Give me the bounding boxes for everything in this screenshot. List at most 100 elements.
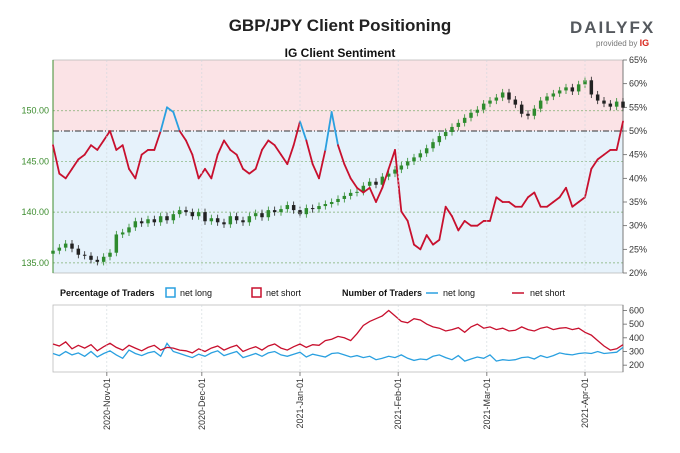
candle-body bbox=[570, 87, 575, 92]
candle-body bbox=[545, 96, 549, 101]
pct-tick-label: 55% bbox=[629, 102, 647, 112]
candle-body bbox=[196, 212, 201, 217]
sentiment-line-segment bbox=[349, 177, 358, 189]
sentiment-line-segment bbox=[77, 153, 86, 161]
pct-tick-label: 35% bbox=[629, 197, 647, 207]
legend: Percentage of Traders net long net short… bbox=[60, 287, 566, 298]
sentiment-line-segment bbox=[413, 243, 422, 251]
candle-body bbox=[279, 209, 283, 213]
candle-body bbox=[450, 126, 454, 133]
sentiment-line-segment bbox=[134, 153, 143, 180]
logo-wordmark: DAILYFX bbox=[570, 18, 670, 38]
sentiment-line-segment bbox=[406, 220, 415, 246]
main-panel: 135.00 140.00 145.00 150.00 20% 25% 30% 35% 40% 4… bbox=[21, 55, 647, 278]
sentiment-line-segment bbox=[419, 234, 428, 251]
sentiment-line-segment bbox=[280, 153, 289, 166]
candle-body bbox=[89, 255, 93, 260]
candle-body bbox=[51, 250, 55, 254]
sentiment-line-segment bbox=[115, 144, 124, 151]
sentiment-line-segment bbox=[324, 111, 333, 151]
sentiment-line-segment bbox=[71, 158, 80, 170]
pct-tick-label: 25% bbox=[629, 244, 647, 254]
sentiment-line-segment bbox=[463, 220, 472, 227]
sentiment-line-segment bbox=[552, 196, 561, 203]
legend-pct-label: Percentage of Traders bbox=[60, 288, 155, 298]
sentiment-line-segment bbox=[615, 120, 624, 151]
sentiment-line-segment bbox=[292, 120, 301, 147]
sentiment-line-segment bbox=[451, 215, 460, 232]
sentiment-line-segment bbox=[311, 163, 320, 180]
sentiment-line-segment bbox=[166, 106, 175, 113]
sentiment-line-segment bbox=[381, 167, 390, 189]
legend-num-label: Number of Traders bbox=[342, 288, 422, 298]
candle-body bbox=[374, 181, 378, 185]
candle-body bbox=[177, 210, 182, 215]
sentiment-line-segment bbox=[128, 167, 137, 180]
logo-text: DAILYFX bbox=[570, 18, 656, 37]
legend-pct-long-label: net long bbox=[180, 288, 212, 298]
candle-body bbox=[507, 92, 511, 100]
sentiment-line-segment bbox=[64, 167, 73, 180]
candle-body bbox=[488, 100, 492, 104]
sentiment-line-segment bbox=[299, 120, 308, 142]
pct-tick-label: 40% bbox=[629, 173, 647, 183]
candle-body bbox=[165, 216, 169, 221]
num-tick-label: 300 bbox=[629, 346, 644, 356]
x-tick-label: 2020-Nov-01 bbox=[102, 378, 112, 430]
price-tick-label: 140.00 bbox=[21, 207, 49, 217]
candle-body bbox=[342, 195, 347, 199]
candle-body bbox=[203, 212, 207, 222]
candle-body bbox=[222, 222, 226, 225]
sentiment-line-segment bbox=[368, 186, 377, 203]
pct-tick-label: 60% bbox=[629, 79, 647, 89]
sentiment-line-segment bbox=[178, 130, 187, 142]
sentiment-line-segment bbox=[318, 149, 327, 180]
logo-provided-by: provided by IG bbox=[596, 38, 650, 48]
candle-body bbox=[583, 80, 587, 85]
candle-body bbox=[367, 181, 372, 186]
pct-tick-label: 65% bbox=[629, 55, 647, 65]
candle-body bbox=[272, 210, 277, 213]
candle-body bbox=[336, 198, 340, 202]
candle-body bbox=[513, 99, 518, 105]
candle-body bbox=[247, 216, 252, 223]
candle-body bbox=[532, 108, 537, 116]
candle-body bbox=[576, 84, 581, 92]
legend-num-long-label: net long bbox=[443, 288, 475, 298]
legend-pct-short-swatch bbox=[251, 287, 262, 298]
dailyfx-logo: DAILYFX provided by IG bbox=[570, 18, 670, 48]
x-tick-label: 2021-Apr-01 bbox=[580, 378, 590, 428]
sentiment-line-segment bbox=[476, 220, 485, 227]
sentiment-line-segment bbox=[343, 163, 352, 180]
sentiment-line-segment bbox=[204, 167, 213, 180]
candle-body bbox=[291, 205, 296, 211]
candle-body bbox=[114, 234, 119, 253]
candle-body bbox=[589, 80, 594, 95]
candle-body bbox=[323, 204, 328, 207]
candle-body bbox=[95, 259, 100, 262]
candle-body bbox=[260, 213, 264, 218]
candle-body bbox=[234, 216, 239, 221]
sentiment-line-segment bbox=[235, 153, 244, 170]
candle-body bbox=[475, 109, 480, 113]
x-axis: 2020-Nov-01 2020-Dec-01 2021-Jan-01 2021-Fe… bbox=[102, 60, 590, 430]
sentiment-line-segment bbox=[584, 167, 593, 199]
sentiment-line-segment bbox=[191, 153, 200, 180]
sentiment-line-segment bbox=[546, 201, 555, 208]
sentiment-line-segment bbox=[102, 130, 111, 142]
sentiment-line-segment bbox=[254, 149, 263, 170]
candle-body bbox=[621, 101, 625, 108]
sentiment-line-segment bbox=[52, 144, 61, 175]
sentiment-line-segment bbox=[337, 144, 346, 166]
sentiment-line-segment bbox=[109, 130, 118, 151]
candle-body bbox=[424, 148, 429, 154]
candle-body bbox=[190, 212, 195, 217]
candle-body bbox=[399, 165, 404, 170]
sentiment-line-segment bbox=[362, 186, 371, 194]
x-tick-label: 2020-Dec-01 bbox=[197, 378, 207, 430]
candle-body bbox=[437, 136, 442, 143]
candle-body bbox=[564, 87, 568, 91]
candle-body bbox=[158, 216, 163, 223]
sentiment-line-segment bbox=[140, 149, 149, 156]
candle-body bbox=[412, 157, 416, 162]
